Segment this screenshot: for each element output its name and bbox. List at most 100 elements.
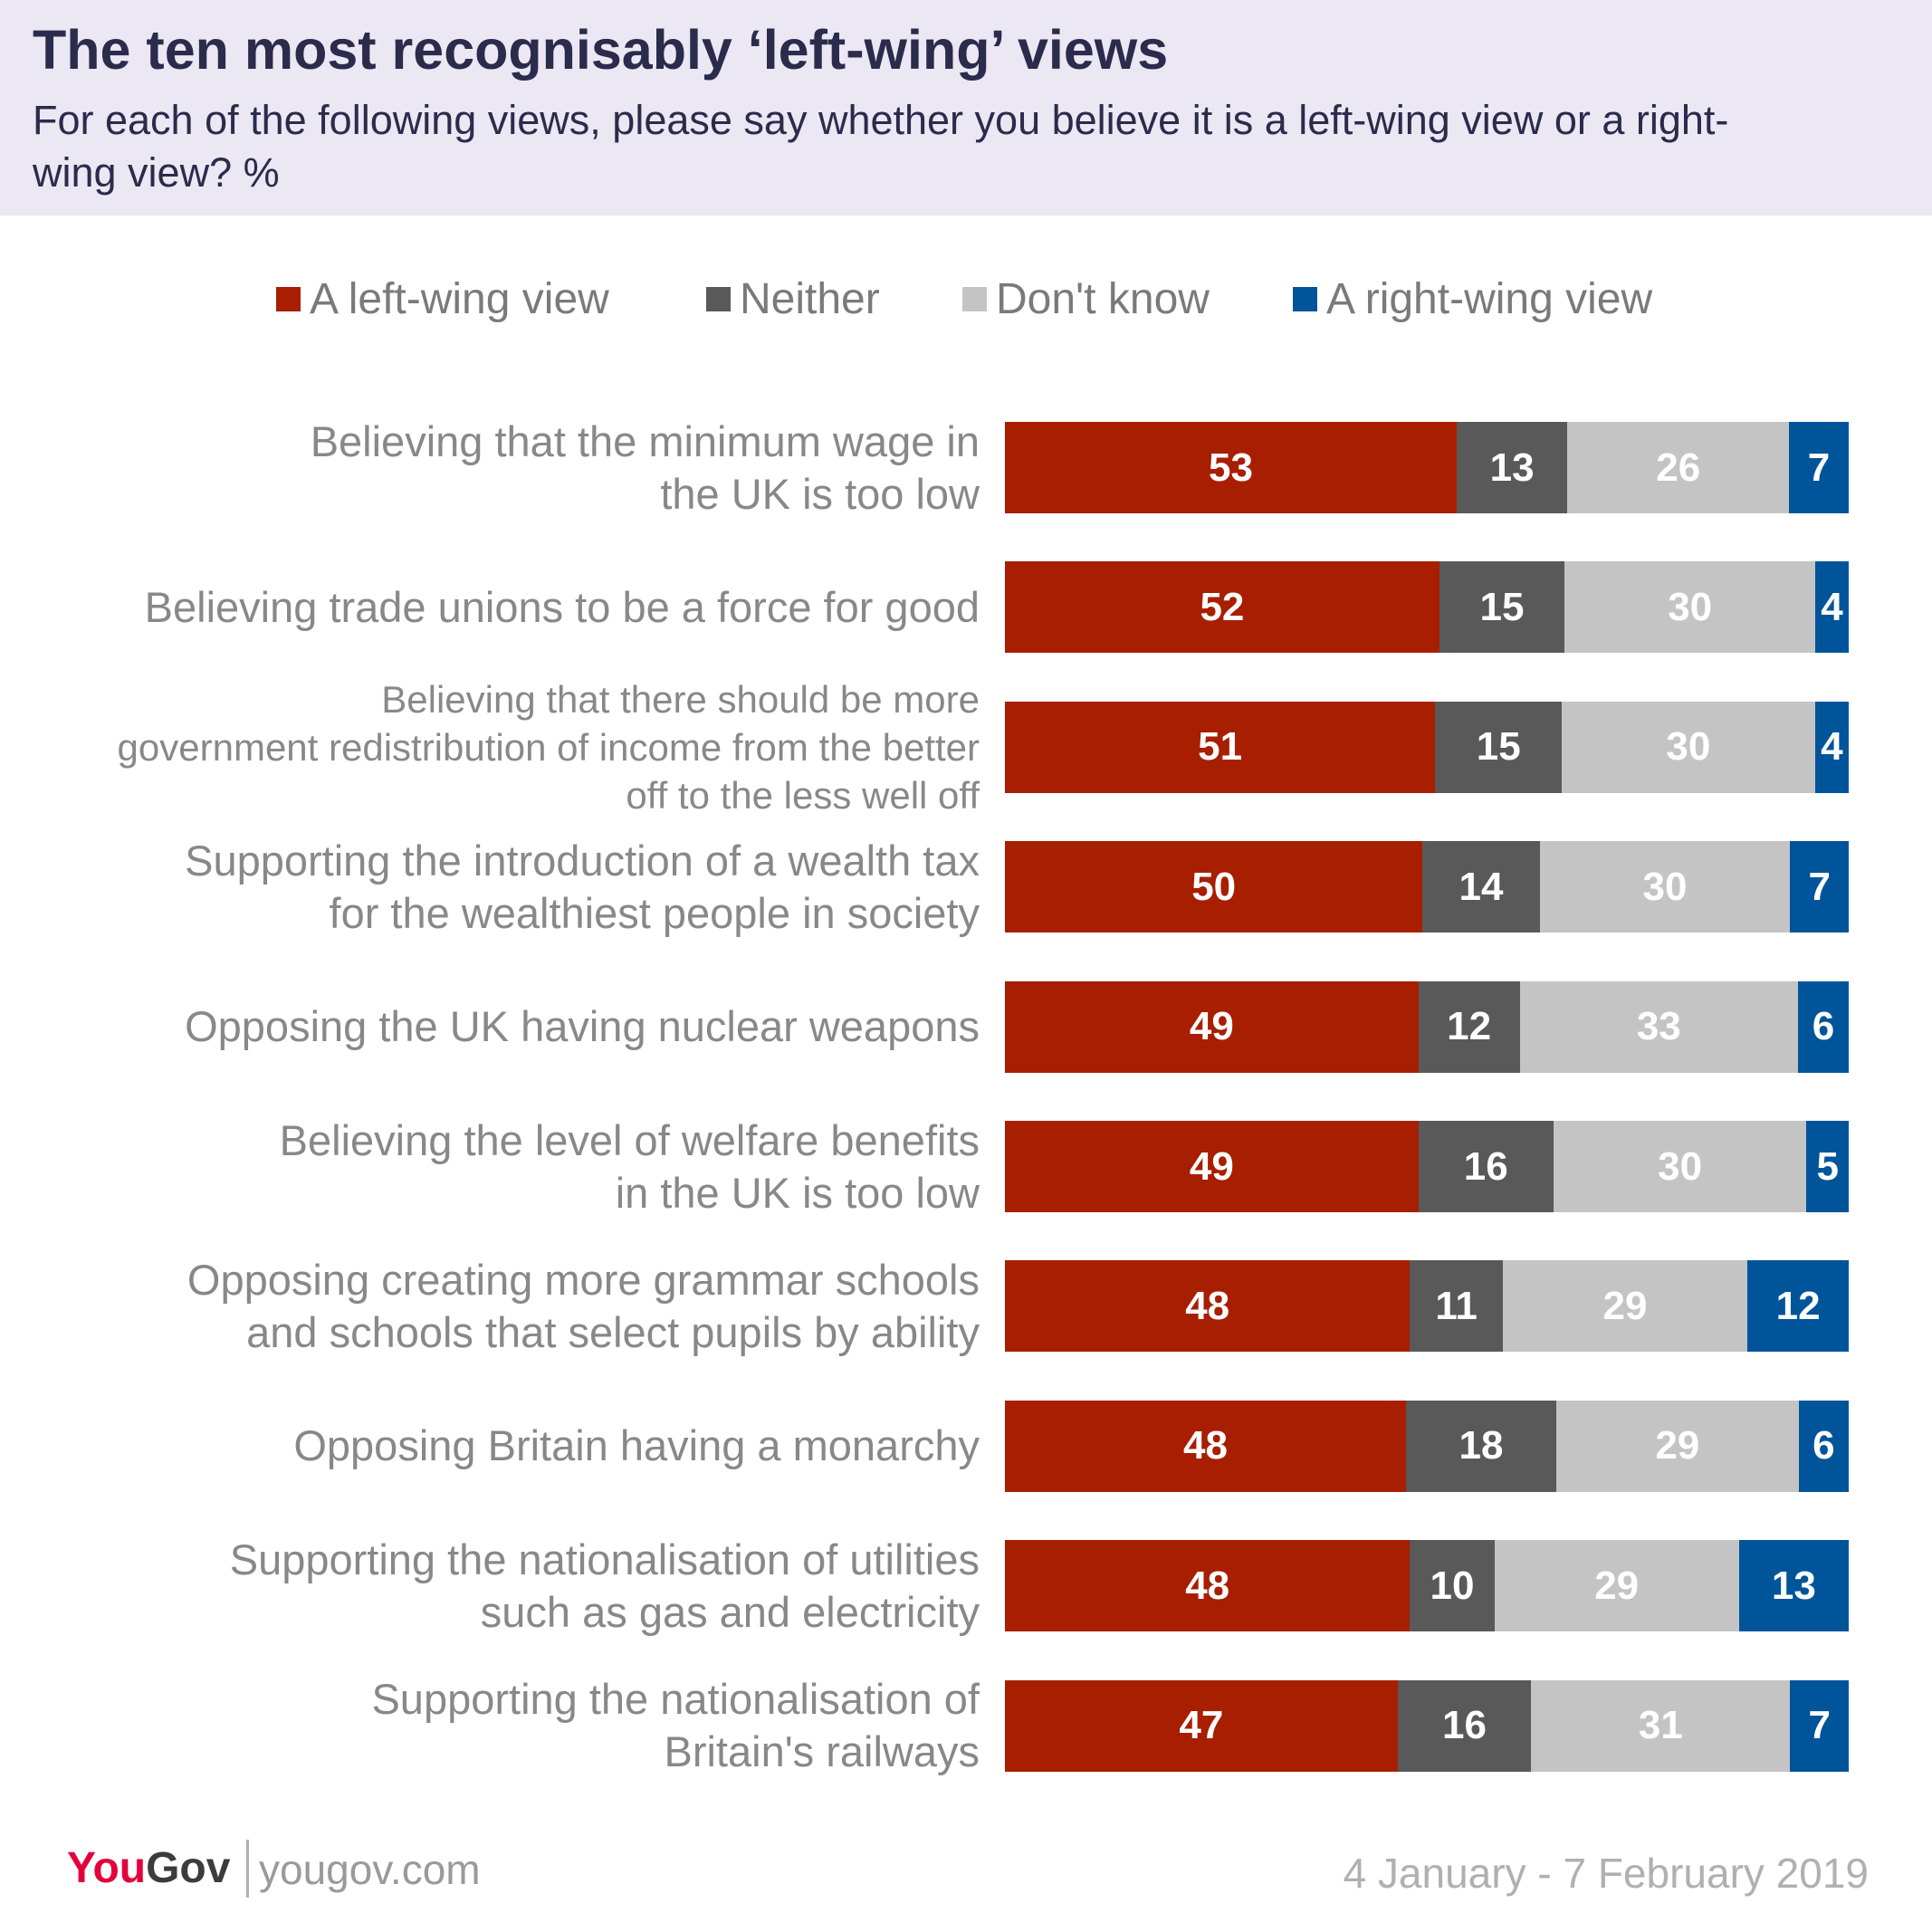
bar-segment-dont-know: 30 (1553, 1121, 1807, 1212)
data-label: 12 (1447, 1004, 1492, 1049)
legend-swatch-right (1293, 286, 1317, 311)
legend-label-left: A left-wing view (310, 274, 609, 323)
data-label: 7 (1807, 445, 1831, 490)
data-label: 15 (1479, 584, 1525, 629)
bar-segment-neither: 14 (1422, 841, 1540, 933)
legend-label-neither: Neither (740, 274, 880, 323)
bar-segment-left: 50 (1005, 841, 1423, 933)
data-label: 29 (1594, 1563, 1640, 1608)
data-label: 13 (1771, 1563, 1816, 1608)
bar-segment-neither: 16 (1397, 1679, 1532, 1772)
bar-segment-right: 7 (1789, 422, 1849, 513)
category-label: Supporting the nationalisation of Britain… (371, 1675, 980, 1776)
bar-segment-right: 6 (1798, 1400, 1849, 1492)
data-label: 11 (1435, 1283, 1478, 1328)
legend-item-left: A left-wing view (276, 272, 609, 326)
bar-segment-right: 4 (1814, 701, 1849, 793)
category-label: Believing trade unions to be a force for… (144, 582, 980, 631)
bar-segment-neither: 11 (1410, 1260, 1503, 1353)
bar-segment-right: 6 (1798, 980, 1849, 1073)
legend-label-right: A right-wing view (1326, 274, 1653, 323)
bar-segment-left: 49 (1005, 1121, 1419, 1212)
bar-segment-dont-know: 29 (1502, 1260, 1748, 1353)
header-banner: The ten most recognisably ‘left-wing’ vi… (0, 0, 1932, 215)
bar-segment-left: 48 (1005, 1400, 1406, 1492)
bar-segment-neither: 18 (1405, 1400, 1557, 1492)
data-label: 33 (1636, 1004, 1681, 1049)
bar-segment-neither: 13 (1456, 422, 1568, 513)
data-label: 7 (1808, 864, 1831, 909)
data-label: 16 (1442, 1703, 1487, 1748)
data-label: 47 (1179, 1703, 1224, 1748)
data-label: 7 (1808, 1703, 1831, 1748)
bar-segment-right: 7 (1790, 841, 1849, 933)
bar-segment-right: 13 (1738, 1540, 1849, 1632)
bar-segment-right: 7 (1790, 1679, 1849, 1772)
bar-segment-left: 48 (1005, 1260, 1411, 1353)
data-label: 53 (1208, 445, 1253, 490)
data-label: 12 (1775, 1283, 1821, 1328)
category-label: Opposing the UK having nuclear weapons (185, 1002, 980, 1051)
footer-divider (246, 1840, 249, 1898)
bar-segment-right: 12 (1747, 1260, 1849, 1353)
bar-segment-left: 47 (1005, 1679, 1398, 1772)
bar-segment-left: 53 (1005, 422, 1457, 513)
bar-segment-dont-know: 30 (1562, 701, 1815, 793)
bar-segment-neither: 15 (1435, 701, 1563, 793)
legend-swatch-left (276, 286, 301, 311)
legend-item-dont-know: Don't know (962, 272, 1210, 326)
bar-segment-neither: 16 (1418, 1121, 1554, 1212)
legend-swatch-dont-know (962, 286, 987, 311)
data-label: 30 (1642, 864, 1688, 909)
data-label: 13 (1489, 445, 1535, 490)
data-label: 26 (1656, 445, 1701, 490)
bar-segment-dont-know: 31 (1531, 1679, 1791, 1772)
data-label: 30 (1658, 1143, 1703, 1189)
bar-segment-dont-know: 30 (1564, 561, 1816, 654)
data-label: 31 (1638, 1703, 1683, 1748)
category-label: Believing that the minimum wage in the UK… (310, 416, 980, 518)
bar-segment-left: 51 (1005, 701, 1436, 793)
legend-label-dont-know: Don't know (996, 274, 1210, 323)
data-label: 52 (1200, 584, 1245, 629)
bar-segment-dont-know: 29 (1556, 1400, 1799, 1492)
data-label: 29 (1602, 1283, 1648, 1328)
data-label: 30 (1666, 724, 1711, 770)
data-label: 48 (1182, 1423, 1228, 1468)
bar-segment-dont-know: 30 (1539, 841, 1791, 933)
category-label: Supporting the introduction of a wealth … (185, 836, 980, 937)
data-label: 5 (1816, 1143, 1839, 1189)
footer-date: 4 January - 7 February 2019 (1343, 1850, 1869, 1897)
bar-segment-left: 48 (1005, 1540, 1411, 1632)
bar-segment-dont-know: 26 (1567, 422, 1790, 513)
bar-segment-neither: 12 (1418, 980, 1520, 1073)
bar-segment-neither: 15 (1439, 561, 1565, 654)
category-label: Believing that there should be more gover… (117, 677, 980, 817)
data-label: 6 (1812, 1004, 1835, 1049)
category-label: Believing the level of welfare benefits i… (279, 1115, 980, 1217)
chart-title: The ten most recognisably ‘left-wing’ vi… (33, 19, 1169, 81)
data-label: 51 (1198, 724, 1243, 770)
data-label: 14 (1459, 864, 1504, 909)
data-label: 49 (1189, 1143, 1234, 1189)
bar-segment-neither: 10 (1410, 1540, 1495, 1632)
data-label: 50 (1191, 864, 1237, 909)
data-label: 49 (1189, 1004, 1234, 1049)
legend-item-neither: Neither (706, 272, 880, 326)
data-label: 48 (1185, 1283, 1230, 1328)
bar-segment-dont-know: 29 (1494, 1540, 1739, 1632)
bar-segment-dont-know: 33 (1519, 980, 1799, 1073)
data-label: 6 (1812, 1423, 1835, 1468)
legend: A left-wing view Neither Don't know A ri… (0, 272, 1932, 326)
category-label: Supporting the nationalisation of utilit… (229, 1535, 980, 1636)
data-label: 30 (1668, 584, 1713, 629)
footer-site: yougov.com (259, 1846, 481, 1893)
data-label: 10 (1430, 1563, 1475, 1608)
yougov-logo: YouGov (67, 1844, 231, 1892)
bar-segment-left: 52 (1005, 561, 1439, 654)
category-label: Opposing creating more grammar schools an… (187, 1255, 980, 1356)
chart-subtitle: For each of the following views, please … (33, 97, 1729, 196)
data-label: 15 (1476, 724, 1521, 770)
data-label: 16 (1463, 1143, 1508, 1189)
